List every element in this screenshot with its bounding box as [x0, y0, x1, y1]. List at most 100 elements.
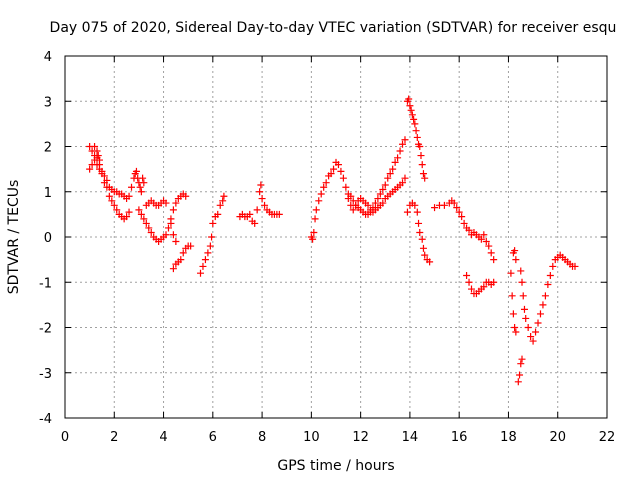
data-point	[208, 233, 216, 241]
data-point	[418, 161, 426, 169]
data-point	[98, 167, 106, 175]
data-point	[339, 174, 347, 182]
data-point	[419, 244, 427, 252]
data-point	[511, 247, 519, 255]
data-point	[167, 219, 175, 227]
data-point	[320, 183, 328, 191]
data-point	[256, 188, 264, 196]
data-point	[103, 176, 111, 184]
data-point	[413, 133, 421, 141]
data-point	[391, 158, 399, 166]
data-point	[344, 195, 352, 203]
data-point	[379, 199, 387, 207]
data-point	[125, 192, 133, 200]
y-tick-labels: -4 -3 -2 -1 0 1 2 3 4	[39, 50, 52, 427]
data-point	[199, 262, 207, 270]
data-point	[482, 238, 490, 246]
data-point	[315, 197, 323, 205]
data-point	[458, 213, 466, 221]
data-point	[312, 206, 320, 214]
data-point	[214, 210, 222, 218]
data-point	[352, 201, 360, 209]
data-point	[95, 156, 103, 164]
data-point	[549, 262, 557, 270]
data-point	[389, 165, 397, 173]
y-tick-label: 4	[44, 50, 52, 65]
data-point	[519, 292, 527, 300]
y-tick-label: -3	[39, 367, 52, 382]
x-tick-label: 20	[549, 430, 566, 445]
data-point	[164, 224, 172, 232]
data-point	[349, 206, 357, 214]
data-point	[172, 199, 180, 207]
y-tick-label: 2	[44, 141, 52, 156]
data-point	[517, 360, 525, 368]
data-point	[532, 328, 540, 336]
data-point	[511, 324, 519, 331]
x-tick-label: 2	[110, 430, 118, 445]
data-point	[182, 192, 190, 200]
data-point	[125, 208, 133, 216]
data-point	[415, 219, 423, 227]
data-point	[162, 199, 170, 207]
data-point	[534, 319, 542, 327]
data-point	[416, 143, 424, 150]
data-point	[516, 371, 524, 379]
data-point	[426, 258, 434, 266]
data-point	[275, 210, 283, 218]
data-point	[135, 206, 143, 214]
data-point	[524, 324, 532, 331]
data-point	[261, 201, 269, 209]
data-point	[86, 165, 94, 173]
x-tick-labels: 0 2 4 6 8 10 12 14 16 18 20 22	[61, 430, 615, 445]
data-point	[330, 165, 338, 173]
data-point	[509, 310, 517, 318]
data-point	[465, 278, 473, 286]
axis-ticks	[64, 55, 608, 419]
data-point	[179, 249, 187, 257]
data-point	[514, 378, 522, 386]
data-point	[177, 256, 185, 264]
data-point	[480, 231, 488, 239]
data-point	[407, 106, 415, 114]
data-point	[379, 185, 387, 193]
data-point	[201, 256, 209, 264]
data-point	[487, 249, 495, 257]
data-point	[172, 238, 180, 246]
data-point	[421, 174, 429, 182]
data-point	[139, 174, 147, 182]
data-point	[468, 285, 475, 293]
data-point	[455, 208, 463, 216]
data-point	[220, 192, 228, 200]
data-point	[209, 219, 217, 227]
y-tick-label: -4	[39, 412, 52, 427]
data-point	[317, 190, 325, 198]
data-point	[216, 201, 224, 209]
data-point	[334, 161, 342, 169]
data-point	[140, 215, 148, 223]
data-point	[100, 172, 108, 180]
data-point	[169, 265, 177, 273]
data-point	[187, 242, 195, 250]
data-point	[536, 310, 544, 318]
data-point	[105, 192, 113, 200]
data-point	[419, 170, 427, 178]
data-point	[416, 228, 424, 236]
data-point	[110, 201, 118, 209]
data-point	[342, 183, 350, 191]
data-point	[169, 206, 177, 214]
data-point	[465, 226, 473, 234]
data-point	[413, 208, 421, 216]
data-point	[571, 262, 579, 270]
data-point	[546, 271, 554, 279]
data-point	[396, 147, 404, 155]
data-point	[541, 292, 549, 300]
data-point	[421, 251, 429, 259]
data-point	[485, 242, 493, 250]
x-tick-label: 0	[61, 430, 69, 445]
data-point	[512, 256, 520, 264]
data-point	[512, 328, 520, 336]
data-point	[246, 210, 254, 218]
data-point	[544, 281, 552, 289]
